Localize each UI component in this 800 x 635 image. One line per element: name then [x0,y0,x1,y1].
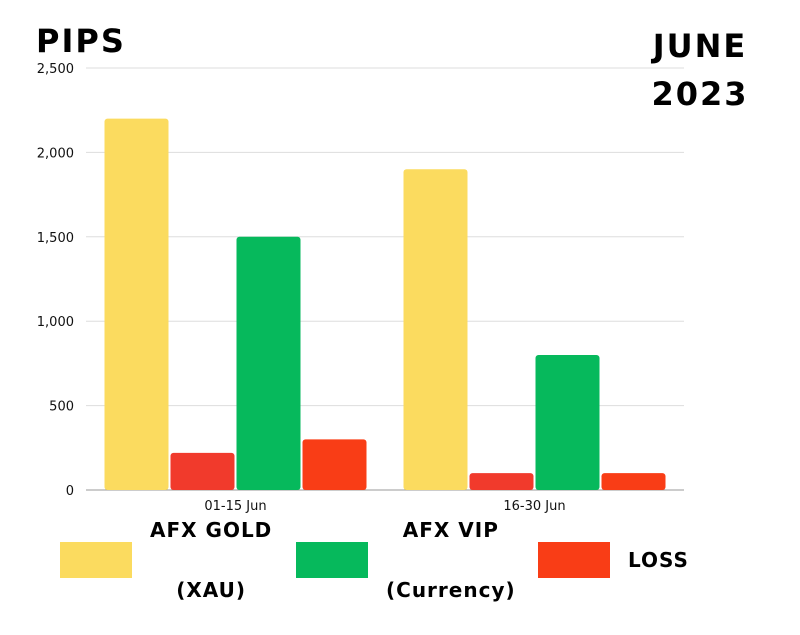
legend-vip-line1: AFX VIP [402,518,499,542]
legend-swatch-vip [296,542,368,578]
bar-chart: 0 500 1,000 1,500 2,000 2,500 01-15 Jun 16-30 J… [37,62,684,514]
legend-label-gold: AFX GOLD (XAU) [150,485,272,635]
legend-item-loss: LOSS [538,530,689,590]
y-tick-label: 500 [49,400,74,415]
legend-gold-line1: AFX GOLD [150,518,273,542]
bar-afx-vip-currency-2 [535,354,600,490]
legend-swatch-loss [538,542,610,578]
legend-label-vip: AFX VIP (Currency) [386,485,516,635]
y-tick-label: 2,500 [37,62,74,77]
bar-loss-2 [601,473,666,490]
legend-vip-line2: (Currency) [386,578,516,602]
x-tick-label: 01-15 Jun [204,499,266,514]
bar-loss-1 [302,439,367,490]
x-tick-label: 16-30 Jun [503,499,565,514]
bar-afx-gold-xau-1 [104,118,169,490]
y-tick-label: 0 [66,484,74,499]
chart-title: PIPS [36,22,126,60]
legend-loss-line1: LOSS [628,548,689,572]
bar-afx-vip-currency-1 [236,236,301,490]
legend-swatch-gold [60,542,132,578]
legend-item-afx-vip: AFX VIP (Currency) [296,518,516,602]
bar-loss-2 [469,473,534,490]
legend-label-loss: LOSS [628,515,689,605]
y-tick-label: 2,000 [37,146,74,161]
period-year: 2023 [651,75,749,113]
legend-gold-line2: (XAU) [176,578,247,602]
y-tick-label: 1,500 [37,231,74,246]
bar-afx-gold-xau-2 [403,169,468,490]
period-label: JUNE 2023 [640,22,760,118]
y-tick-label: 1,000 [37,315,74,330]
period-month: JUNE [652,27,748,65]
legend-item-afx-gold: AFX GOLD (XAU) [60,518,272,602]
bar-loss-1 [170,452,235,490]
